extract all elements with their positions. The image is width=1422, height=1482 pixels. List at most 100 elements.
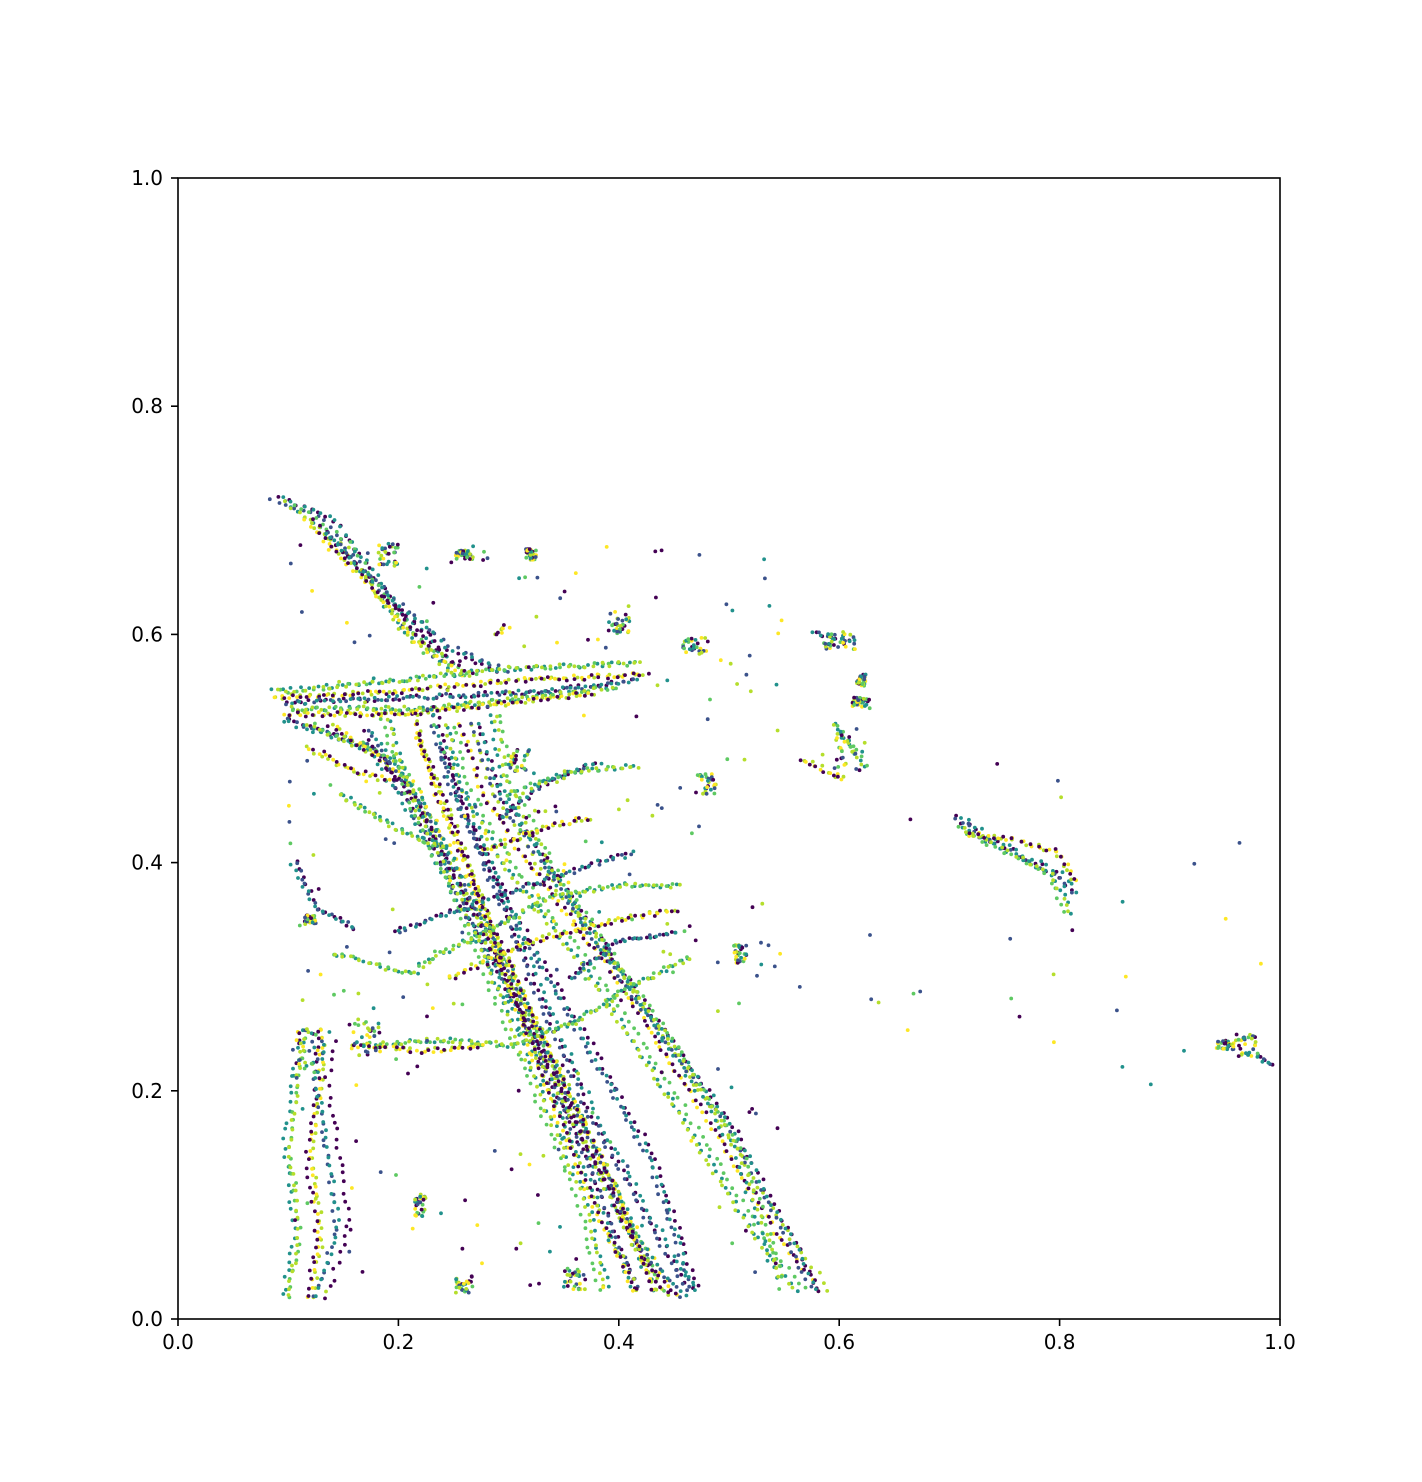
scatter-point	[1024, 861, 1029, 866]
scatter-point	[411, 779, 416, 783]
scatter-point	[546, 697, 550, 702]
scatter-point	[442, 659, 447, 664]
scatter-point	[645, 1252, 650, 1257]
scatter-point	[314, 1175, 319, 1180]
scatter-point	[621, 1264, 625, 1269]
scatter-point	[445, 668, 450, 673]
scatter-point	[315, 1237, 320, 1242]
scatter-point	[436, 734, 441, 738]
scatter-point	[606, 676, 610, 681]
scatter-point	[741, 1215, 746, 1220]
scatter-point	[722, 1123, 727, 1127]
scatter-point	[303, 701, 308, 706]
scatter-point	[561, 1077, 566, 1081]
scatter-point	[511, 872, 516, 877]
scatter-point	[616, 682, 621, 686]
scatter-point	[424, 625, 429, 630]
scatter-point	[992, 836, 996, 841]
scatter-point	[462, 853, 466, 858]
scatter-point	[338, 1156, 343, 1160]
scatter-point	[581, 936, 586, 941]
scatter-point	[322, 518, 326, 522]
scatter-point	[513, 789, 518, 794]
scatter-point	[586, 865, 591, 869]
scatter-point	[770, 1247, 774, 1252]
scatter-point	[443, 645, 447, 650]
scatter-point	[344, 533, 348, 538]
scatter-point	[594, 1149, 599, 1154]
scatter-point	[384, 1042, 389, 1046]
scatter-point	[313, 1286, 318, 1290]
scatter-point	[487, 946, 492, 951]
scatter-point	[666, 1095, 671, 1099]
scatter-point	[498, 792, 502, 796]
scatter-point	[434, 695, 439, 700]
scatter-point	[536, 838, 541, 842]
scatter-point	[359, 555, 363, 559]
scatter-point	[499, 737, 503, 742]
scatter-point	[305, 711, 310, 715]
scatter-point	[467, 803, 472, 807]
scatter-point	[385, 717, 390, 722]
scatter-point	[514, 679, 519, 683]
scatter-point	[429, 854, 434, 858]
scatter-point	[283, 499, 287, 504]
scatter-point	[730, 1125, 735, 1130]
scatter-point	[573, 686, 578, 691]
scatter-point	[394, 740, 399, 745]
scatter-point	[645, 1023, 649, 1028]
scatter-point	[472, 733, 476, 738]
scatter-point	[545, 1050, 550, 1055]
scatter-point	[471, 824, 476, 829]
scatter-point	[368, 748, 373, 752]
scatter-point	[435, 861, 439, 866]
scatter-point	[289, 1244, 294, 1249]
scatter-point	[566, 1022, 571, 1027]
scatter-point	[666, 1047, 671, 1051]
scatter-point	[438, 684, 442, 689]
scatter-point	[413, 822, 417, 826]
scatter-point	[615, 993, 619, 998]
scatter-point	[429, 825, 434, 830]
scatter-point	[641, 913, 646, 918]
scatter-point	[605, 988, 610, 993]
scatter-point	[637, 673, 642, 678]
scatter-point	[605, 885, 610, 889]
scatter-point	[560, 1116, 565, 1120]
scatter-point	[618, 885, 622, 889]
scatter-point	[332, 1219, 336, 1223]
scatter-point	[779, 1238, 784, 1242]
scatter-point	[483, 928, 488, 933]
scatter-point	[540, 1073, 545, 1078]
scatter-point	[314, 516, 319, 520]
scatter-point	[551, 1059, 556, 1064]
scatter-point	[670, 1036, 675, 1041]
scatter-point	[505, 896, 510, 901]
scatter-point	[446, 770, 451, 774]
scatter-point	[449, 813, 454, 817]
scatter-point	[402, 791, 407, 796]
scatter-point	[442, 674, 447, 678]
scatter-point	[431, 1050, 436, 1054]
scatter-point	[572, 955, 576, 960]
scatter-point	[344, 551, 349, 555]
scatter-point	[551, 1012, 555, 1016]
scatter-point	[693, 1288, 697, 1292]
scatter-point	[419, 790, 423, 794]
scatter-point	[620, 1214, 625, 1219]
scatter-point	[410, 834, 415, 838]
scatter-point	[962, 826, 967, 830]
scatter-point	[575, 675, 580, 680]
scatter-point	[370, 713, 375, 718]
scatter-point	[332, 1278, 337, 1283]
scatter-point	[553, 676, 557, 681]
scatter-point	[583, 865, 588, 870]
scatter-point	[318, 1086, 322, 1091]
scatter-point	[677, 1058, 682, 1063]
scatter-point	[665, 1276, 670, 1281]
scatter-point	[336, 552, 341, 556]
scatter-point	[670, 1102, 674, 1107]
scatter-point	[469, 788, 473, 793]
scatter-point	[549, 1123, 553, 1128]
scatter-point	[309, 1199, 314, 1204]
